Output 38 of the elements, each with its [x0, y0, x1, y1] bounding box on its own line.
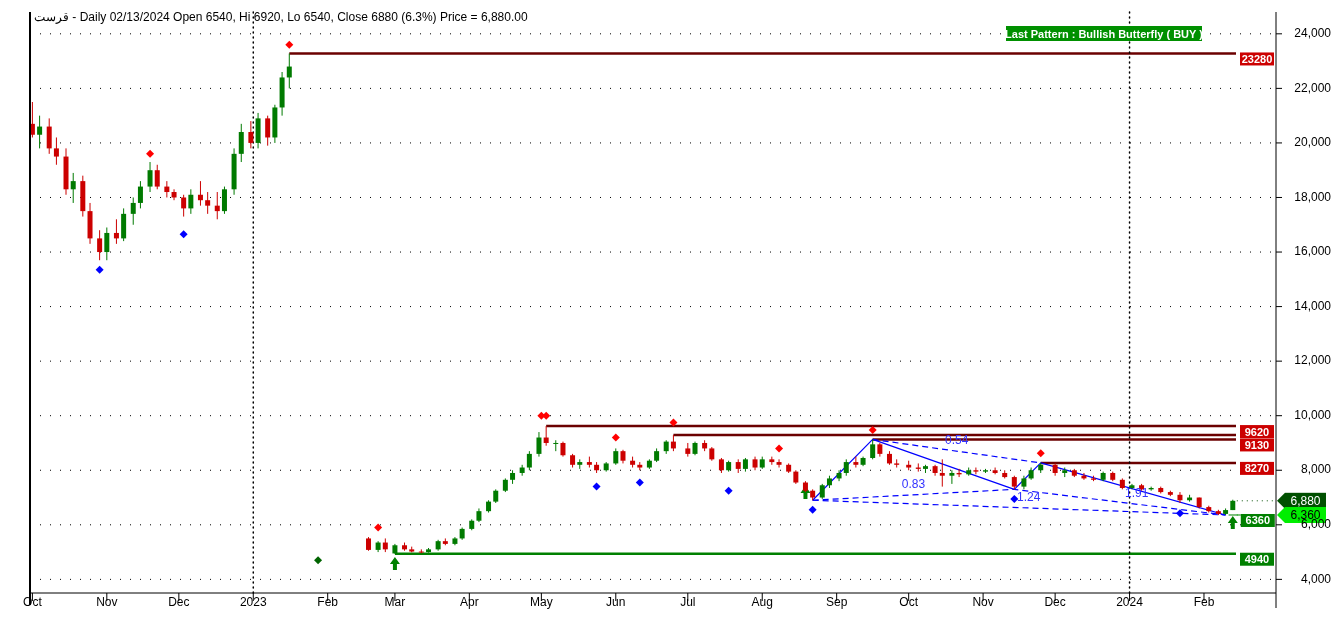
y-tick-label: 22,000 — [1294, 80, 1332, 95]
x-tick-label: Aug — [751, 595, 773, 609]
annotation: Last Pattern : Bullish Butterfly ( BUY ) — [1005, 27, 1204, 40]
annotation: 1.24 — [1017, 489, 1041, 504]
x-tick-label: Apr — [460, 595, 479, 609]
x-tick-label: Jul — [680, 595, 696, 609]
x-tick-label: Nov — [96, 595, 118, 609]
annotation: 1.91 — [1125, 486, 1149, 501]
x-tick-label: Dec — [1044, 595, 1066, 609]
chart-title: قرست - Daily 02/13/2024 Open 6540, Hi 6920, Lo 6540, Close 6880 (6.3%) Price = 6,880.00 — [34, 10, 528, 24]
ref-line-label: 9130 — [1244, 438, 1270, 451]
x-tick-label: Jun — [606, 595, 626, 609]
ref-line-label: 4940 — [1244, 553, 1270, 566]
y-tick-label: 18,000 — [1294, 189, 1332, 204]
y-tick-label: 14,000 — [1294, 298, 1332, 313]
x-tick-label: Dec — [168, 595, 190, 609]
x-tick-label: May — [530, 595, 553, 609]
x-tick-label: Feb — [317, 595, 339, 609]
ref-line-label: 9620 — [1244, 425, 1270, 438]
y-tick-label: 16,000 — [1294, 244, 1332, 259]
ref-line-label: 6,880 — [1290, 494, 1321, 509]
ref-line-label: 23280 — [1241, 52, 1273, 65]
x-tick-label: Oct — [899, 595, 919, 609]
x-tick-label: Mar — [384, 595, 406, 609]
x-tick-label: 2023 — [239, 595, 267, 609]
x-tick-label: 2024 — [1116, 595, 1144, 609]
annotation: 6360 — [1245, 514, 1271, 527]
y-tick-label: 8,000 — [1300, 462, 1332, 477]
ref-line-label: 8270 — [1244, 462, 1270, 475]
y-tick-label: 4,000 — [1300, 571, 1332, 586]
y-tick-label: 20,000 — [1294, 135, 1332, 150]
y-tick-label: 24,000 — [1294, 25, 1332, 40]
x-tick-label: Nov — [972, 595, 994, 609]
x-tick-label: Feb — [1193, 595, 1215, 609]
x-tick-label: Sep — [825, 595, 848, 609]
y-tick-label: 10,000 — [1294, 407, 1332, 422]
annotation: 0.83 — [901, 476, 926, 491]
y-tick-label: 12,000 — [1294, 353, 1332, 368]
